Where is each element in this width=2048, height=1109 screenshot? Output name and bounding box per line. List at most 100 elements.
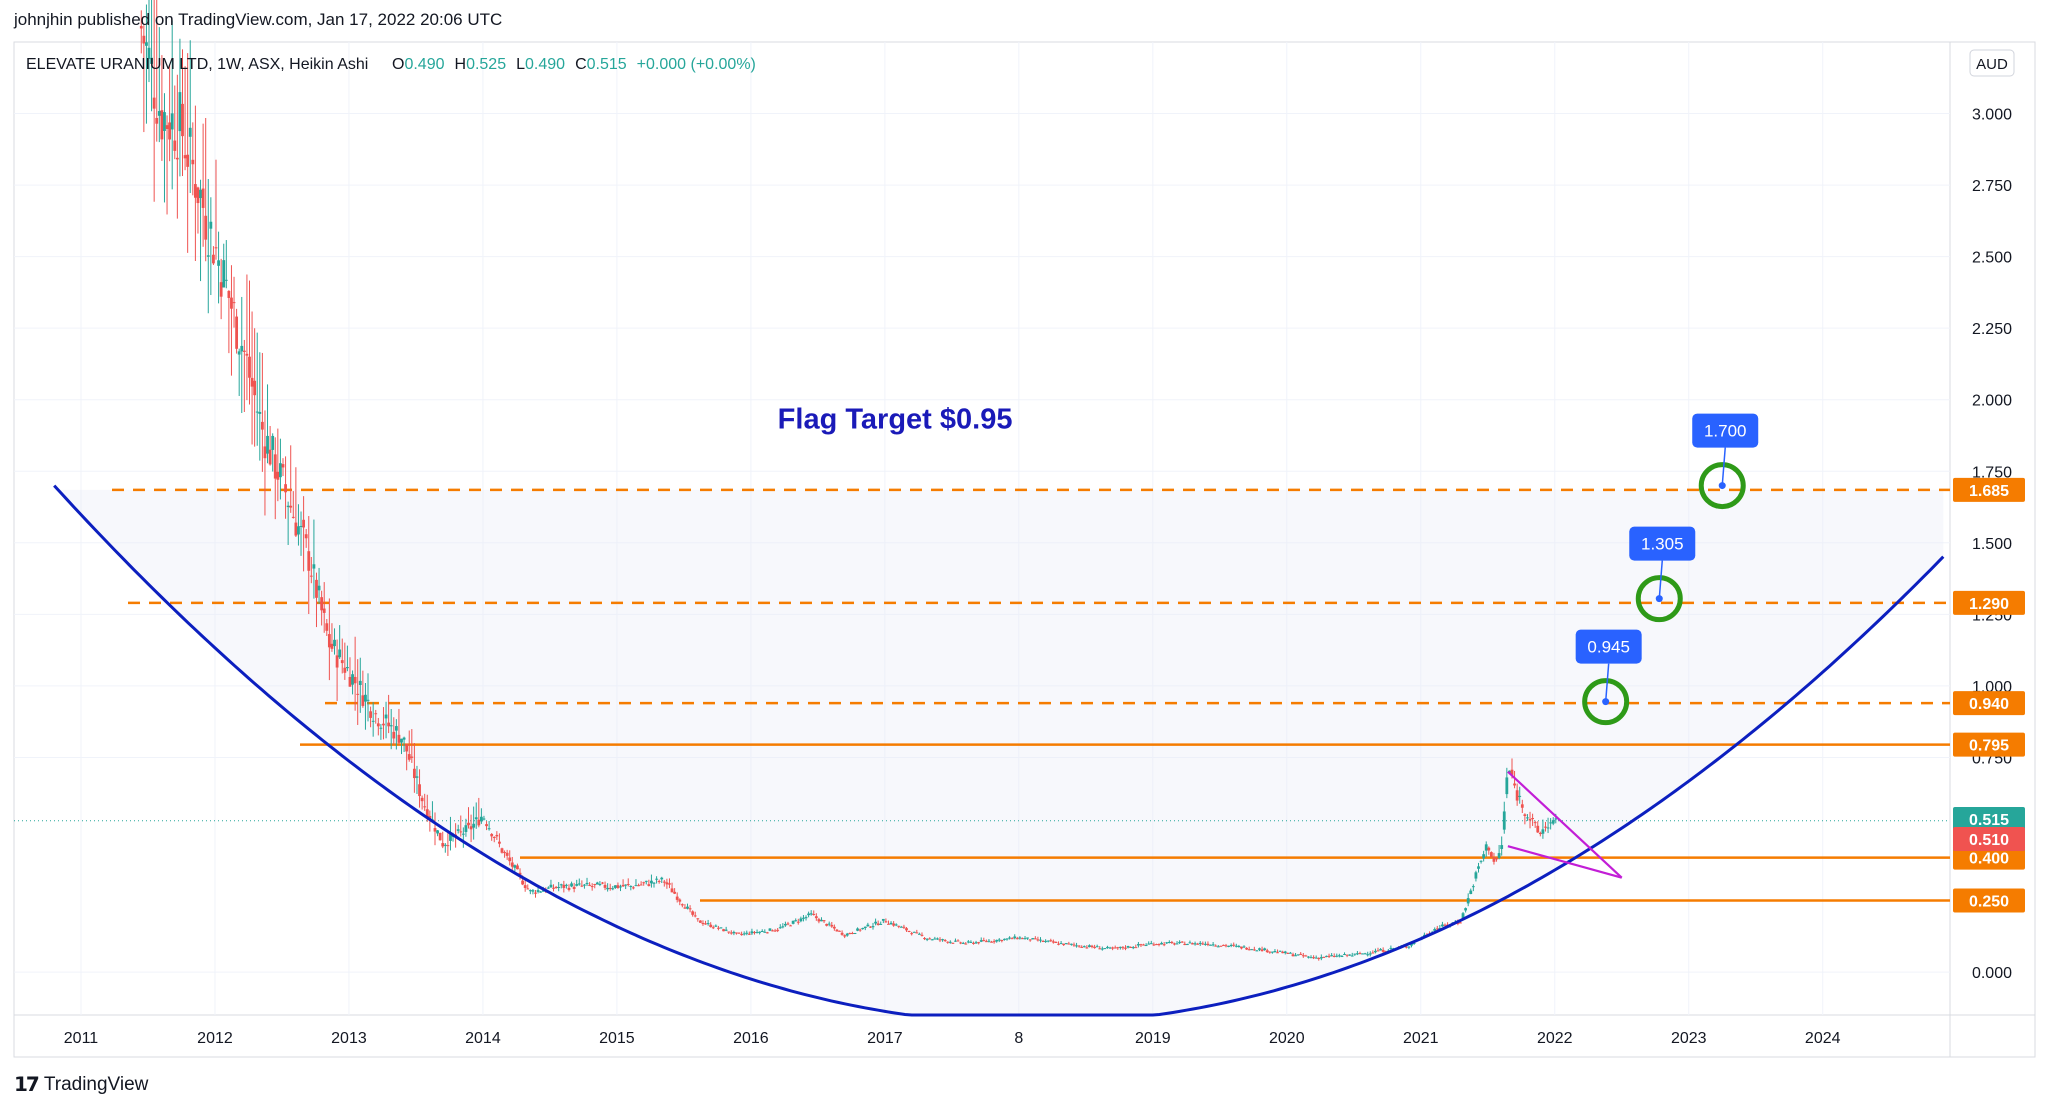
candle-body (503, 852, 506, 854)
currency-badge[interactable]: AUD (1976, 56, 2008, 73)
candle-body (845, 933, 849, 936)
candle-body (508, 857, 512, 862)
target-callout-box[interactable] (1575, 629, 1642, 664)
candle-body (925, 938, 929, 940)
candle-body (1422, 934, 1426, 936)
candle-body (598, 883, 602, 885)
candle-body (711, 927, 715, 929)
candle-body (879, 923, 883, 925)
candle-body (327, 634, 331, 648)
candle-body (523, 885, 527, 888)
candle-body (392, 731, 396, 739)
candle-body (467, 822, 470, 826)
candle-body (593, 884, 597, 886)
candle-body (1240, 946, 1243, 949)
candle-body (580, 885, 584, 887)
candle-body (1363, 953, 1367, 955)
flag-trend-line[interactable] (1507, 845, 1623, 879)
candle-body (1541, 829, 1545, 834)
candle-body (268, 449, 272, 465)
currency-badge-box[interactable] (1969, 49, 2015, 77)
candle-body (936, 938, 939, 940)
candle-body (626, 884, 630, 886)
candle-body (794, 920, 798, 922)
candle-body (1374, 950, 1377, 953)
candle-body (616, 885, 620, 888)
candle-body (536, 890, 540, 892)
target-callout-pointer (1604, 663, 1610, 702)
flag-target-annotation[interactable]: Flag Target $0.95 (778, 403, 1013, 435)
candle-body (1149, 943, 1153, 945)
candle-body (802, 917, 805, 919)
candle-body (809, 913, 813, 915)
candle-body (209, 221, 213, 229)
candle-body (1070, 943, 1073, 945)
candle-body (279, 463, 282, 478)
candle-body (1273, 951, 1277, 953)
candle-body (585, 882, 589, 885)
candle-body (165, 125, 169, 129)
tradingview-brand-label: TradingView (43, 1073, 149, 1095)
candle-body (1469, 890, 1473, 895)
candle-body (227, 290, 231, 298)
candle-body (546, 887, 550, 889)
candle-body (642, 882, 646, 884)
candle-body (1021, 938, 1024, 940)
time-tick-label: 2021 (1403, 1030, 1439, 1047)
previous-close-badge: 0.510 (1969, 832, 2009, 849)
candle-body (657, 881, 661, 883)
candle-body (1178, 941, 1182, 943)
candle-body (286, 505, 290, 508)
candle-body (1528, 819, 1532, 821)
candle-body (902, 926, 906, 928)
candle-body (1188, 942, 1192, 944)
candle-body (1028, 939, 1032, 941)
candle-body (1286, 952, 1290, 954)
candle-body (601, 882, 604, 884)
candle-body (1270, 951, 1274, 953)
candle-body (346, 667, 349, 669)
candle-body (150, 57, 153, 64)
candle-body (482, 818, 486, 820)
target-callout-box[interactable] (1629, 526, 1696, 561)
candle-body (284, 484, 287, 493)
candle-body (1111, 947, 1115, 949)
candle-body (1183, 943, 1187, 946)
candle-body (1376, 950, 1380, 952)
candle-body (1358, 953, 1362, 955)
candle-body (1309, 957, 1313, 959)
candle-body (848, 933, 852, 935)
candle-body (631, 887, 635, 889)
candle-body (1477, 866, 1480, 869)
candle-body (1008, 937, 1011, 939)
cup-curve-line[interactable] (53, 484, 1945, 1017)
legend-c-value: 0.515 (587, 56, 627, 73)
candle-body (750, 931, 754, 934)
candle-body (139, 26, 143, 29)
candle-body (1551, 820, 1555, 824)
candle-body (438, 832, 442, 841)
candle-body (495, 834, 499, 837)
candle-body (644, 880, 648, 882)
candle-body (577, 883, 581, 885)
candle-body (995, 939, 999, 942)
candle-body (1554, 818, 1558, 820)
candle-body (412, 768, 416, 779)
candle-body (843, 935, 847, 937)
tradingview-brand[interactable]: 𝟭𝟳 TradingView (14, 1072, 148, 1097)
candle-body (1389, 947, 1393, 949)
target-circle[interactable] (1635, 575, 1683, 623)
candle-body (670, 888, 674, 893)
candle-body (191, 159, 195, 165)
candle-body (235, 316, 239, 349)
candle-body (500, 848, 504, 853)
candle-body (181, 103, 184, 137)
target-circle[interactable] (1698, 462, 1746, 510)
candle-body (851, 932, 854, 934)
target-callout-box[interactable] (1692, 413, 1759, 448)
candle-body (219, 282, 223, 297)
flag-trend-line[interactable] (1507, 770, 1623, 879)
target-circle[interactable] (1582, 678, 1630, 726)
candle-body (1152, 944, 1156, 946)
